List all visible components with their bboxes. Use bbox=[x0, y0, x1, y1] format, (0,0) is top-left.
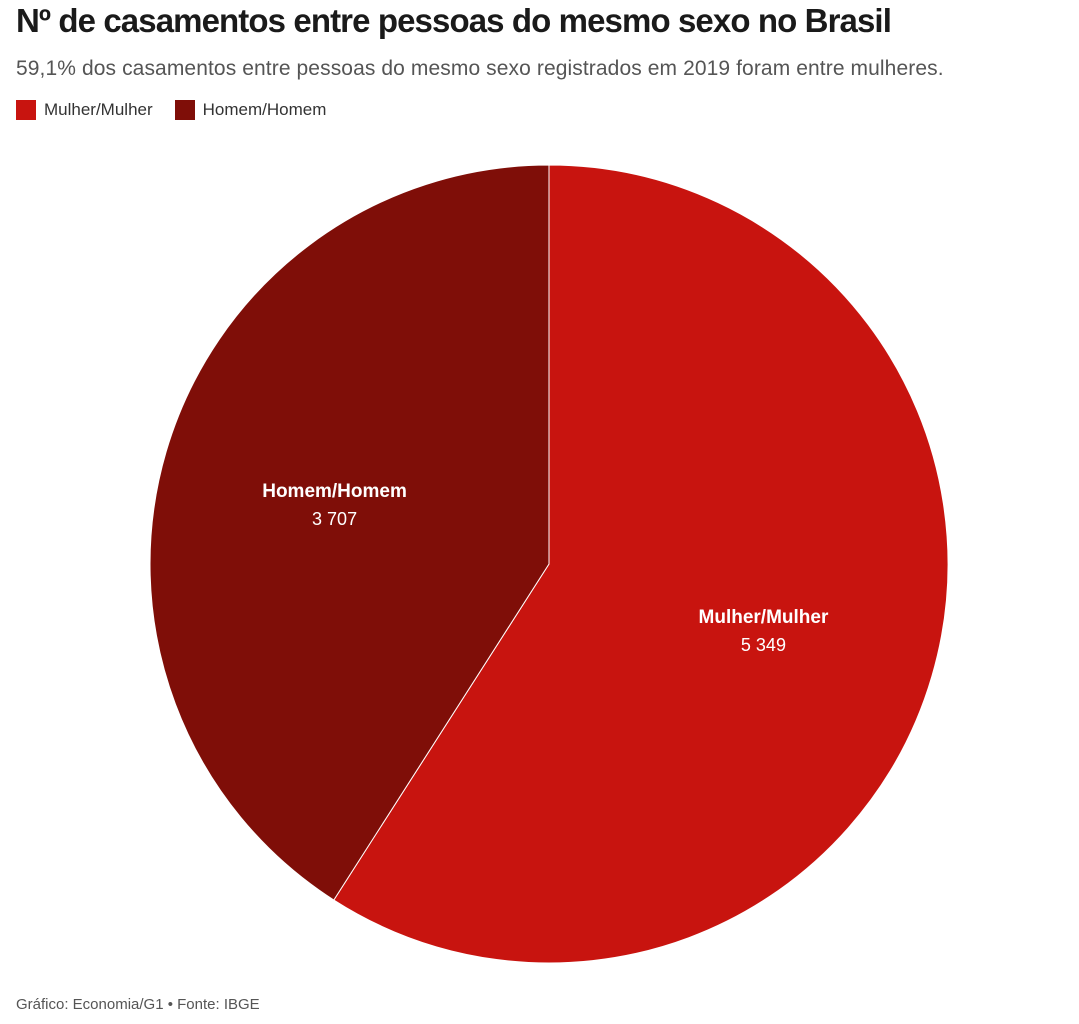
slice-value-mulher-mulher: 5 349 bbox=[741, 635, 786, 655]
legend-label-mulher-mulher: Mulher/Mulher bbox=[44, 100, 153, 119]
legend-swatch-mulher-mulher bbox=[16, 100, 36, 120]
slice-label-mulher-mulher: Mulher/Mulher bbox=[699, 607, 829, 628]
slice-label-homem-homem: Homem/Homem bbox=[262, 481, 407, 502]
pie-slice-mulher-mulher[interactable] bbox=[333, 164, 949, 964]
slice-value-homem-homem: 3 707 bbox=[312, 509, 357, 529]
chart-title: Nº de casamentos entre pessoas do mesmo … bbox=[16, 2, 892, 39]
legend-swatch-homem-homem bbox=[174, 100, 195, 120]
pie-labels: Mulher/Mulher 5 349 Homem/Homem 3 707 bbox=[262, 481, 829, 655]
chart-subtitle: 59,1% dos casamentos entre pessoas do me… bbox=[16, 57, 944, 80]
legend-label-homem-homem: Homem/Homem bbox=[202, 100, 327, 119]
chart-source: Gráfico: Economia/G1 • Fonte: IBGE bbox=[16, 996, 260, 1013]
pie-slice-homem-homem[interactable] bbox=[149, 164, 550, 901]
chart-legend: Mulher/Mulher Homem/Homem bbox=[16, 100, 348, 120]
legend-item-mulher-mulher[interactable]: Mulher/Mulher bbox=[16, 100, 153, 120]
pie-slices bbox=[149, 164, 949, 964]
legend-item-homem-homem[interactable]: Homem/Homem bbox=[174, 100, 327, 120]
